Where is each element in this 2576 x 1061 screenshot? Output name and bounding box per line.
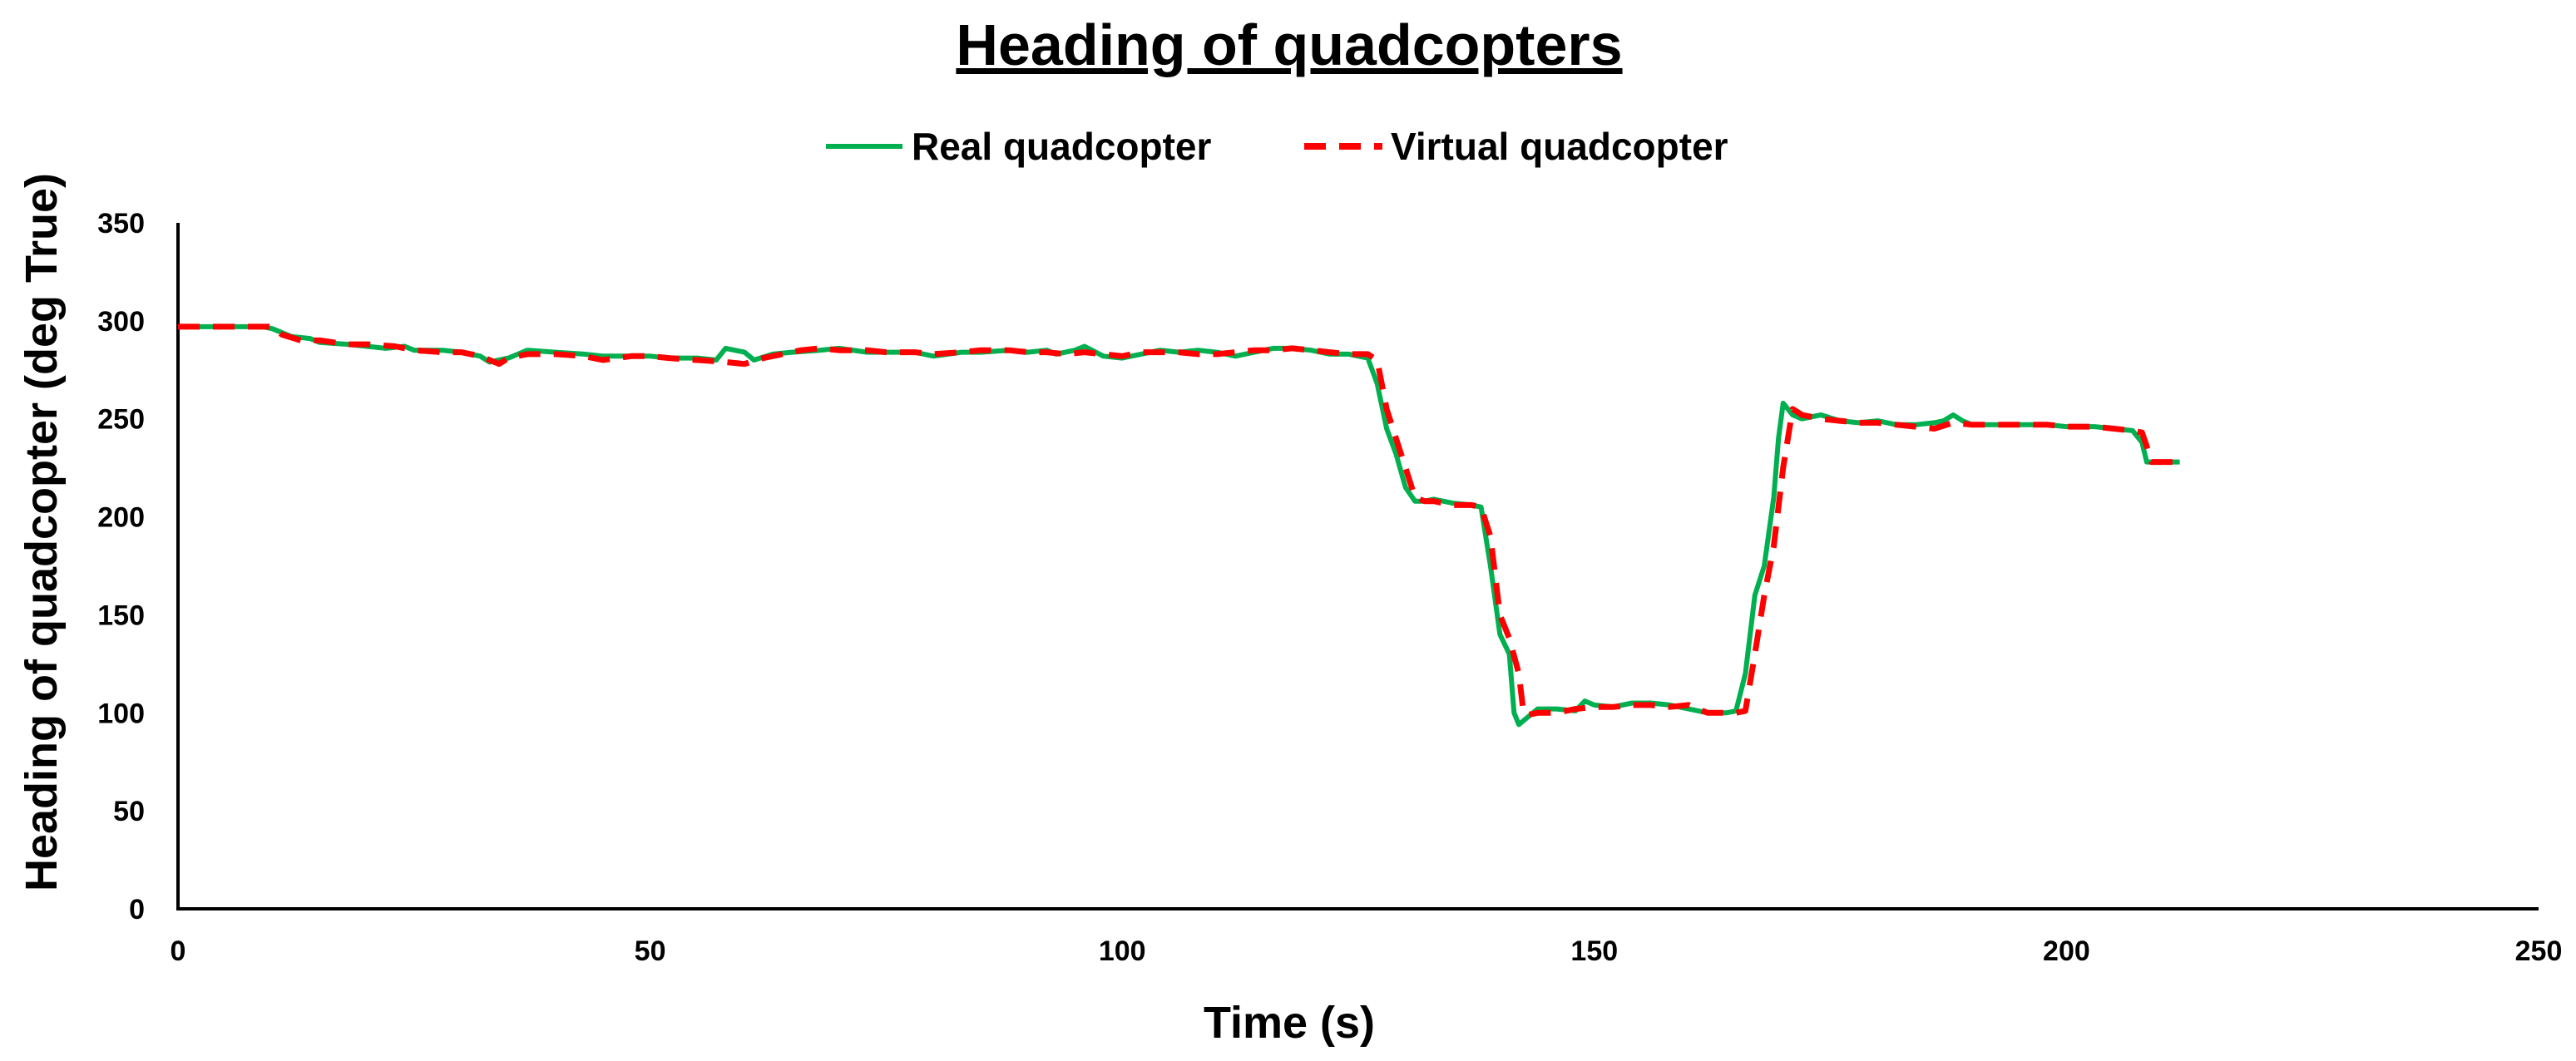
x-tick-label: 250 — [2515, 935, 2563, 967]
y-tick-label: 100 — [97, 698, 145, 729]
x-tick-label: 0 — [171, 935, 186, 967]
legend-label-real: Real quadcopter — [912, 125, 1212, 168]
y-tick-label: 300 — [97, 306, 145, 338]
x-tick-label: 50 — [635, 935, 666, 967]
legend-label-virtual: Virtual quadcopter — [1391, 125, 1728, 168]
y-axis-title: Heading of quadcopter (deg True) — [17, 173, 67, 891]
chart-title: Heading of quadcopters — [956, 12, 1622, 77]
x-tick-label: 200 — [2043, 935, 2090, 967]
series-line-virtual — [178, 323, 2180, 718]
y-tick-label: 250 — [97, 404, 145, 436]
y-tick-label: 50 — [113, 796, 145, 827]
y-tick-label: 200 — [97, 502, 145, 534]
y-tick-label: 0 — [129, 894, 145, 925]
x-tick-labels: 0 50 100 150 200 250 — [171, 935, 2563, 967]
legend: Real quadcopter Virtual quadcopter — [826, 125, 1728, 168]
y-tick-label: 350 — [97, 208, 145, 239]
y-tick-labels: 0 50 100 150 200 250 300 350 — [97, 208, 145, 925]
series-line-real — [178, 323, 2180, 728]
x-tick-label: 150 — [1570, 935, 1618, 967]
y-tick-label: 150 — [97, 600, 145, 631]
x-tick-label: 100 — [1099, 935, 1146, 967]
x-axis-title: Time (s) — [1204, 998, 1375, 1048]
